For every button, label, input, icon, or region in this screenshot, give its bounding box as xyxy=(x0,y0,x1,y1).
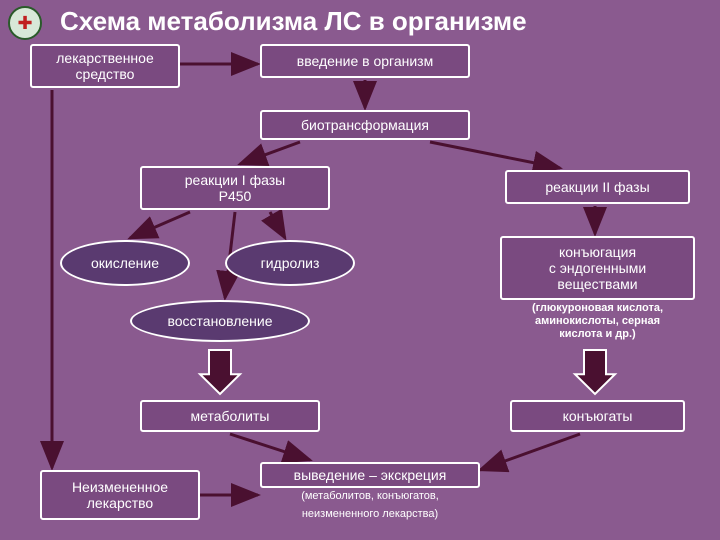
cross-icon: ✚ xyxy=(17,13,32,34)
node-metabolites: метаболиты xyxy=(140,400,320,432)
node-biotrans: биотрансформация xyxy=(260,110,470,140)
node-phase1: реакции I фазы P450 xyxy=(140,166,330,210)
node-phase2: реакции II фазы xyxy=(505,170,690,204)
logo-icon: ✚ xyxy=(8,6,42,40)
node-excretion: выведение – экскреция xyxy=(260,462,480,488)
node-excr-sub1: (метаболитов, конъюгатов, xyxy=(260,490,480,503)
node-reduct: восстановление xyxy=(130,300,310,342)
node-oxid: окисление xyxy=(60,240,190,286)
node-conjugates: конъюгаты xyxy=(510,400,685,432)
page-title: Схема метаболизма ЛС в организме xyxy=(60,6,527,37)
node-conj: конъюгация с эндогенными веществами xyxy=(500,236,695,300)
node-drug: лекарственное средство xyxy=(30,44,180,88)
node-unchanged: Неизмененное лекарство xyxy=(40,470,200,520)
node-conj-sub: (глюкуроновая кислота, аминокислоты, сер… xyxy=(505,302,690,342)
node-excr-sub2: неизмененного лекарства) xyxy=(260,508,480,521)
node-hydro: гидролиз xyxy=(225,240,355,286)
node-intro: введение в организм xyxy=(260,44,470,78)
